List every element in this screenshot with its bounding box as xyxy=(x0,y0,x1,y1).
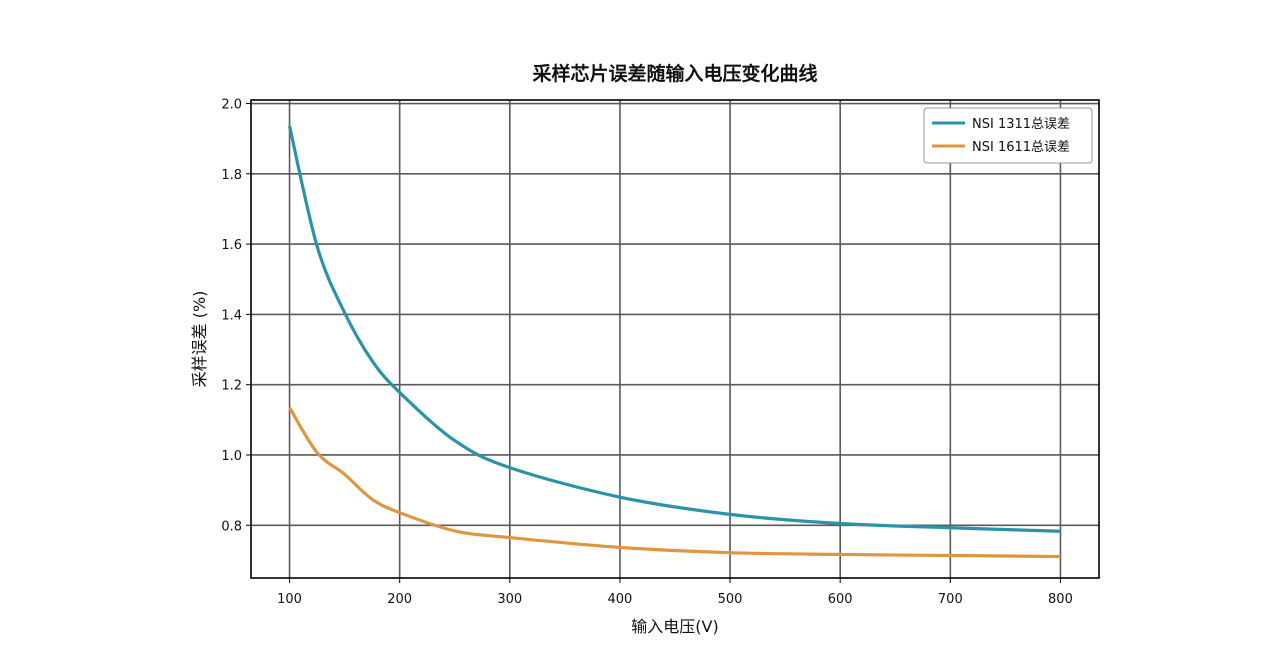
series-line-0 xyxy=(287,125,1061,533)
chart-title: 采样芯片误差随输入电压变化曲线 xyxy=(532,62,817,85)
y-ticks: 0.8 1.0 1.2 1.4 1.6 1.8 2.0 xyxy=(221,98,251,534)
x-tick-label: 700 xyxy=(938,592,963,607)
legend-label-nsi1611: NSI 1611总误差 xyxy=(972,140,1070,155)
plot-frame xyxy=(250,99,1100,579)
y-tick-label: 2.0 xyxy=(221,98,242,113)
y-tick-label: 1.2 xyxy=(221,379,242,394)
x-ticks: 100 200 300 400 500 600 700 800 xyxy=(277,578,1073,607)
x-tick-label: 600 xyxy=(828,592,853,607)
y-axis-label: 采样误差 (%) xyxy=(190,291,209,388)
y-tick-label: 1.6 xyxy=(221,238,242,253)
legend-box xyxy=(923,107,1093,164)
x-tick-label: 200 xyxy=(387,592,412,607)
y-tick-label: 1.4 xyxy=(221,308,242,323)
series-lines xyxy=(287,125,1061,559)
x-tick-label: 800 xyxy=(1048,592,1073,607)
x-tick-label: 500 xyxy=(718,592,743,607)
x-axis-label: 输入电压(V) xyxy=(631,617,718,636)
x-tick-label: 300 xyxy=(497,592,522,607)
series-line-1 xyxy=(288,406,1061,559)
x-tick-label: 400 xyxy=(608,592,633,607)
legend: NSI 1311总误差 NSI 1611总误差 xyxy=(923,107,1093,164)
y-tick-label: 0.8 xyxy=(221,519,242,534)
x-tick-label: 100 xyxy=(277,592,302,607)
y-tick-label: 1.8 xyxy=(221,168,242,183)
legend-label-nsi1311: NSI 1311总误差 xyxy=(972,117,1070,132)
y-tick-label: 1.0 xyxy=(221,449,242,464)
